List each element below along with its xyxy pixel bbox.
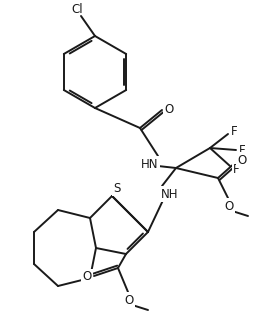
Text: O: O [82,270,92,283]
Text: F: F [233,163,239,175]
Text: O: O [224,200,233,213]
Text: O: O [124,293,134,307]
Text: O: O [164,102,174,116]
Text: F: F [239,144,245,156]
Text: S: S [113,182,121,194]
Text: Cl: Cl [71,3,83,15]
Text: F: F [231,125,237,137]
Text: HN: HN [141,157,159,171]
Text: NH: NH [161,187,179,201]
Text: O: O [237,154,247,166]
